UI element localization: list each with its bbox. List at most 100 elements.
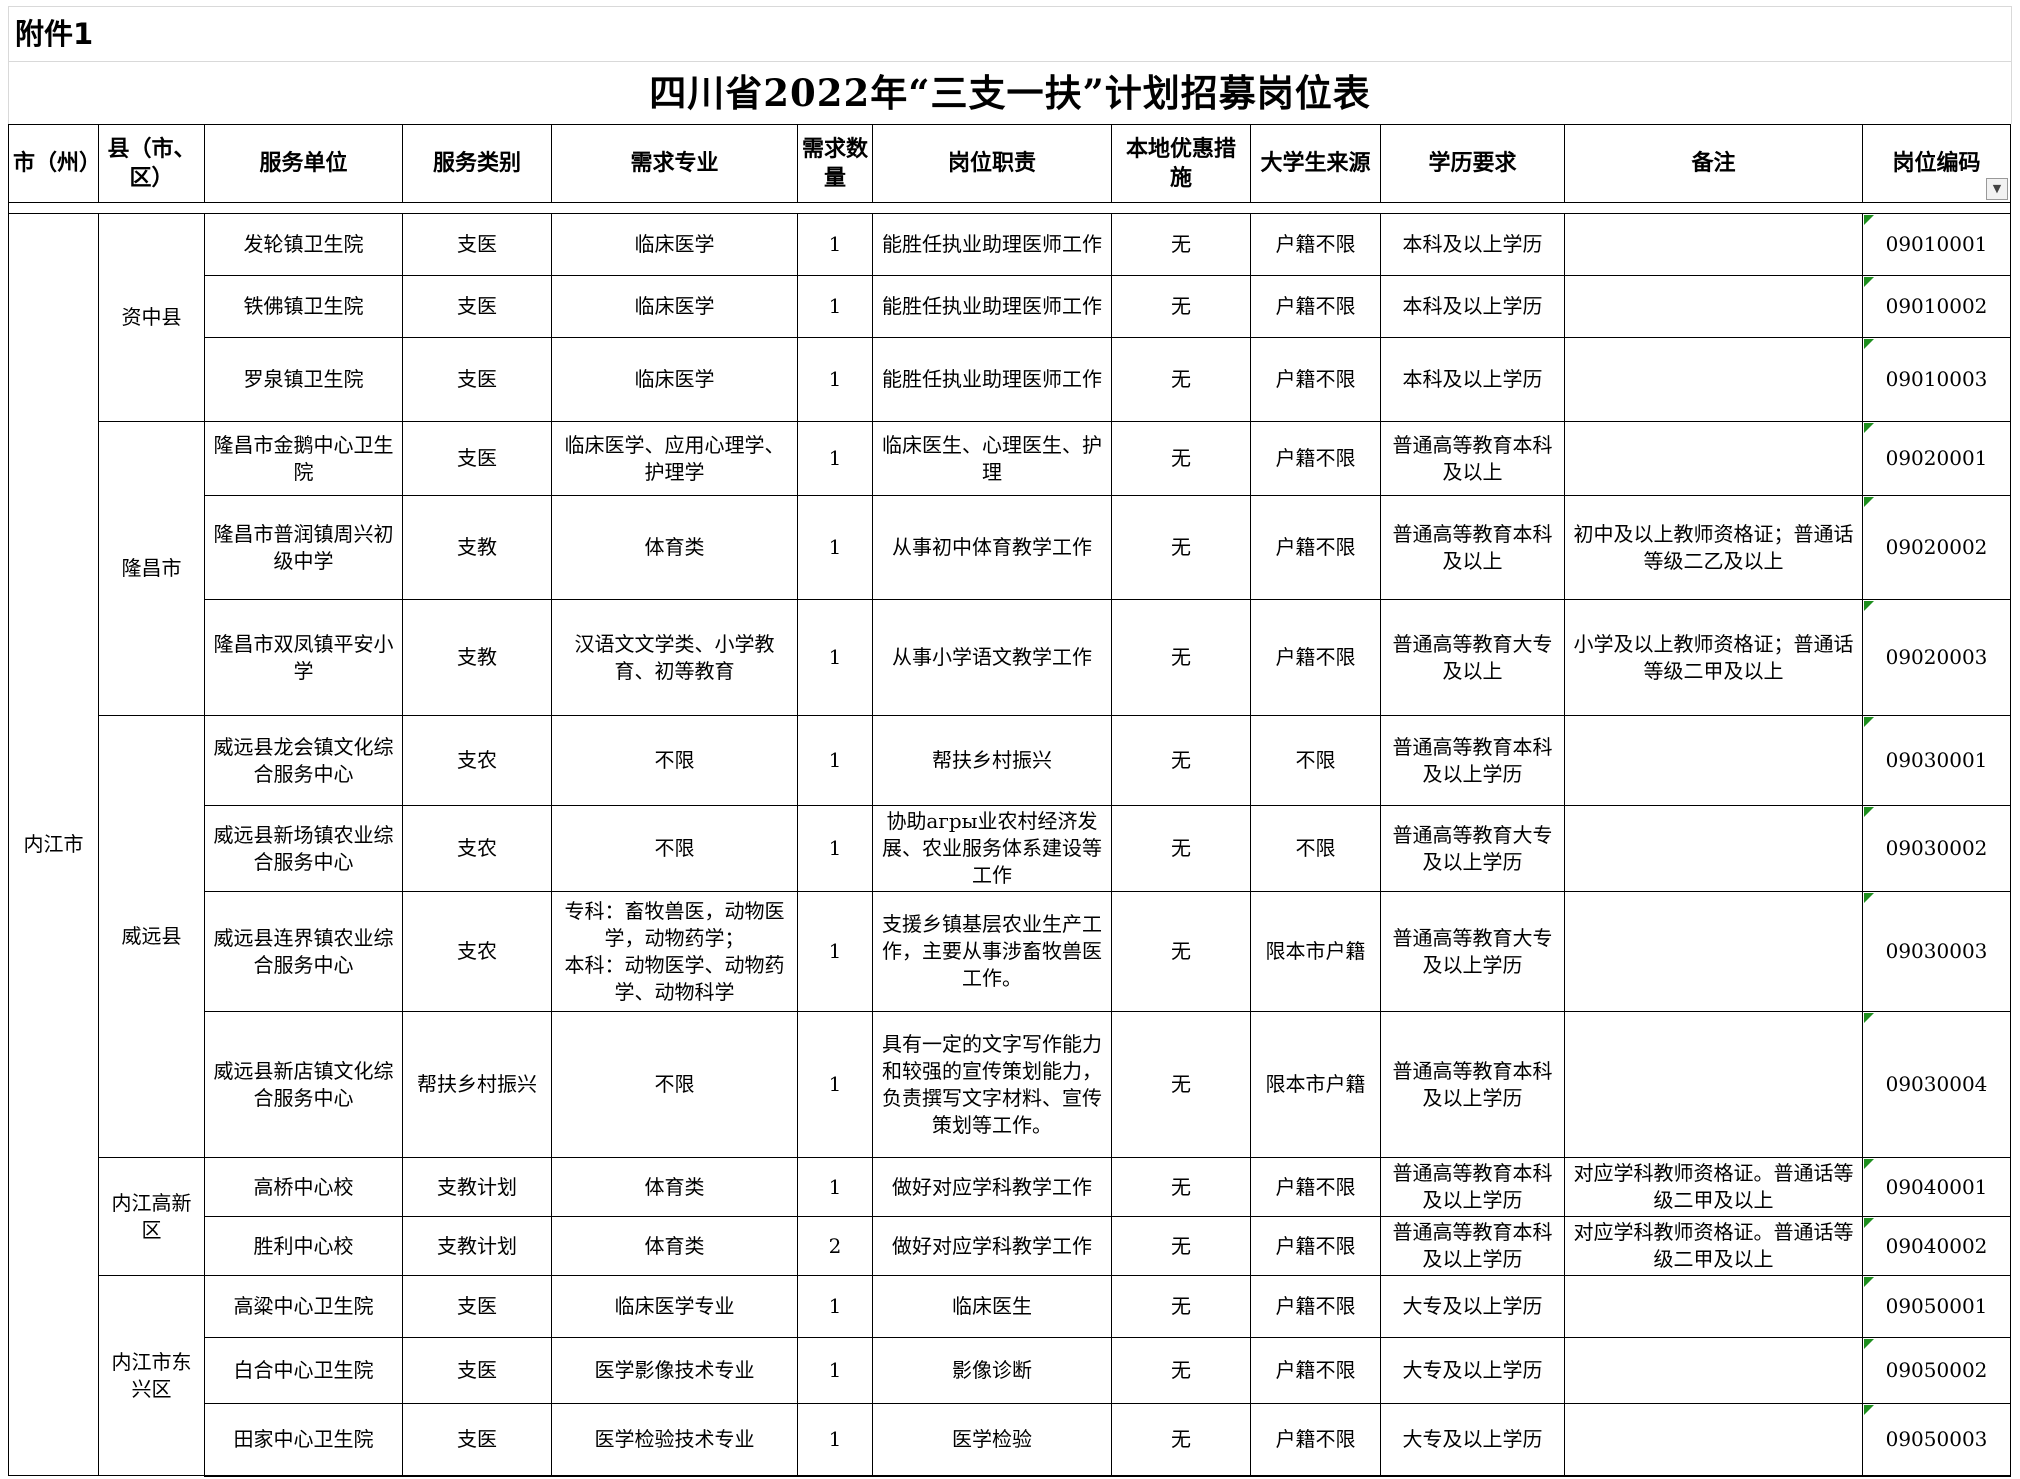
cell-major[interactable]: 医学影像技术专业 [551,1337,798,1404]
cell-code[interactable]: 09010002 [1862,275,2011,338]
cell-student-source[interactable]: 限本市户籍 [1250,891,1381,1012]
cell-local-measures[interactable]: 无 [1111,1011,1251,1158]
cell-category[interactable]: 帮扶乡村振兴 [402,1011,552,1158]
cell-code[interactable]: 09050002 [1862,1337,2011,1404]
cell-code[interactable]: 09040002 [1862,1216,2011,1276]
cell-code[interactable]: 09050003 [1862,1403,2011,1477]
column-header-11[interactable]: 备注 [1564,124,1863,203]
cell-education[interactable]: 普通高等教育本科及以上学历 [1380,715,1565,806]
cell-education[interactable]: 普通高等教育大专及以上 [1380,599,1565,716]
cell-duty[interactable]: 做好对应学科教学工作 [872,1216,1112,1276]
cell-major[interactable]: 不限 [551,1011,798,1158]
cell-category[interactable]: 支教 [402,495,552,600]
cell-education[interactable]: 大专及以上学历 [1380,1337,1565,1404]
cell-remark[interactable] [1564,715,1863,806]
cell-code[interactable]: 09050001 [1862,1275,2011,1338]
cell-category[interactable]: 支医 [402,1337,552,1404]
cell-count[interactable]: 1 [797,715,873,806]
cell-count[interactable]: 1 [797,805,873,892]
column-header-2[interactable]: 县（市、区） [98,124,205,203]
cell-local-measures[interactable]: 无 [1111,1216,1251,1276]
cell-local-measures[interactable]: 无 [1111,213,1251,276]
cell-student-source[interactable]: 限本市户籍 [1250,1011,1381,1158]
cell-duty[interactable]: 具有一定的文字写作能力和较强的宣传策划能力，负责撰写文字材料、宣传策划等工作。 [872,1011,1112,1158]
cell-education[interactable]: 普通高等教育本科及以上学历 [1380,1216,1565,1276]
column-header-12[interactable]: 岗位编码 ▼ [1862,124,2011,203]
cell-count[interactable]: 1 [797,1275,873,1338]
column-header-8[interactable]: 本地优惠措施 [1111,124,1251,203]
cell-remark[interactable]: 小学及以上教师资格证；普通话等级二甲及以上 [1564,599,1863,716]
cell-local-measures[interactable]: 无 [1111,275,1251,338]
cell-student-source[interactable]: 户籍不限 [1250,599,1381,716]
cell-duty[interactable]: 临床医生 [872,1275,1112,1338]
cell-count[interactable]: 1 [797,1011,873,1158]
cell-county[interactable]: 隆昌市 [98,421,205,716]
cell-remark[interactable]: 对应学科教师资格证。普通话等级二甲及以上 [1564,1216,1863,1276]
cell-major[interactable]: 临床医学、应用心理学、护理学 [551,421,798,496]
cell-duty[interactable]: 做好对应学科教学工作 [872,1157,1112,1217]
cell-duty[interactable]: 医学检验 [872,1403,1112,1477]
cell-student-source[interactable]: 户籍不限 [1250,421,1381,496]
cell-education[interactable]: 普通高等教育大专及以上学历 [1380,891,1565,1012]
cell-count[interactable]: 1 [797,275,873,338]
cell-duty[interactable]: 支援乡镇基层农业生产工作，主要从事涉畜牧兽医工作。 [872,891,1112,1012]
cell-category[interactable]: 支医 [402,337,552,422]
cell-category[interactable]: 支农 [402,805,552,892]
cell-remark[interactable] [1564,421,1863,496]
cell-student-source[interactable]: 户籍不限 [1250,1403,1381,1477]
cell-local-measures[interactable]: 无 [1111,805,1251,892]
cell-student-source[interactable]: 户籍不限 [1250,1157,1381,1217]
cell-duty[interactable]: 能胜任执业助理医师工作 [872,213,1112,276]
cell-code[interactable]: 09020002 [1862,495,2011,600]
cell-remark[interactable] [1564,1275,1863,1338]
cell-county[interactable]: 内江高新区 [98,1157,205,1276]
cell-education[interactable]: 普通高等教育本科及以上学历 [1380,1157,1565,1217]
cell-education[interactable]: 普通高等教育本科及以上 [1380,421,1565,496]
cell-major[interactable]: 临床医学 [551,275,798,338]
cell-major[interactable]: 汉语文文学类、小学教育、初等教育 [551,599,798,716]
cell-education[interactable]: 大专及以上学历 [1380,1403,1565,1477]
cell-category[interactable]: 支医 [402,1275,552,1338]
cell-remark[interactable]: 对应学科教师资格证。普通话等级二甲及以上 [1564,1157,1863,1217]
cell-unit[interactable]: 高粱中心卫生院 [204,1275,403,1338]
cell-local-measures[interactable]: 无 [1111,715,1251,806]
cell-major[interactable]: 不限 [551,805,798,892]
cell-local-measures[interactable]: 无 [1111,599,1251,716]
column-header-7[interactable]: 岗位职责 [872,124,1112,203]
cell-count[interactable]: 1 [797,213,873,276]
cell-education[interactable]: 普通高等教育本科及以上 [1380,495,1565,600]
column-header-6[interactable]: 需求数量 [797,124,873,203]
cell-code[interactable]: 09030003 [1862,891,2011,1012]
cell-duty[interactable]: 从事初中体育教学工作 [872,495,1112,600]
cell-duty[interactable]: 从事小学语文教学工作 [872,599,1112,716]
cell-count[interactable]: 1 [797,891,873,1012]
cell-unit[interactable]: 罗泉镇卫生院 [204,337,403,422]
cell-category[interactable]: 支医 [402,275,552,338]
cell-local-measures[interactable]: 无 [1111,495,1251,600]
cell-education[interactable]: 本科及以上学历 [1380,337,1565,422]
cell-code[interactable]: 09030004 [1862,1011,2011,1158]
cell-major[interactable]: 体育类 [551,1157,798,1217]
cell-local-measures[interactable]: 无 [1111,421,1251,496]
cell-remark[interactable] [1564,805,1863,892]
cell-major[interactable]: 医学检验技术专业 [551,1403,798,1477]
cell-student-source[interactable]: 户籍不限 [1250,275,1381,338]
column-header-1[interactable]: 市（州） [8,124,99,203]
cell-major[interactable]: 临床医学专业 [551,1275,798,1338]
cell-count[interactable]: 1 [797,337,873,422]
cell-unit[interactable]: 白合中心卫生院 [204,1337,403,1404]
cell-local-measures[interactable]: 无 [1111,1337,1251,1404]
cell-remark[interactable] [1564,1337,1863,1404]
cell-category[interactable]: 支教计划 [402,1157,552,1217]
filter-dropdown-button[interactable]: ▼ [1986,178,2008,200]
cell-remark[interactable] [1564,1403,1863,1477]
cell-student-source[interactable]: 户籍不限 [1250,1337,1381,1404]
cell-student-source[interactable]: 不限 [1250,805,1381,892]
cell-unit[interactable]: 田家中心卫生院 [204,1403,403,1477]
cell-count[interactable]: 1 [797,1403,873,1477]
cell-remark[interactable] [1564,275,1863,338]
cell-unit[interactable]: 威远县龙会镇文化综合服务中心 [204,715,403,806]
cell-duty[interactable]: 协助агры业农村经济发展、农业服务体系建设等工作 [872,805,1112,892]
cell-student-source[interactable]: 户籍不限 [1250,337,1381,422]
cell-major[interactable]: 临床医学 [551,337,798,422]
